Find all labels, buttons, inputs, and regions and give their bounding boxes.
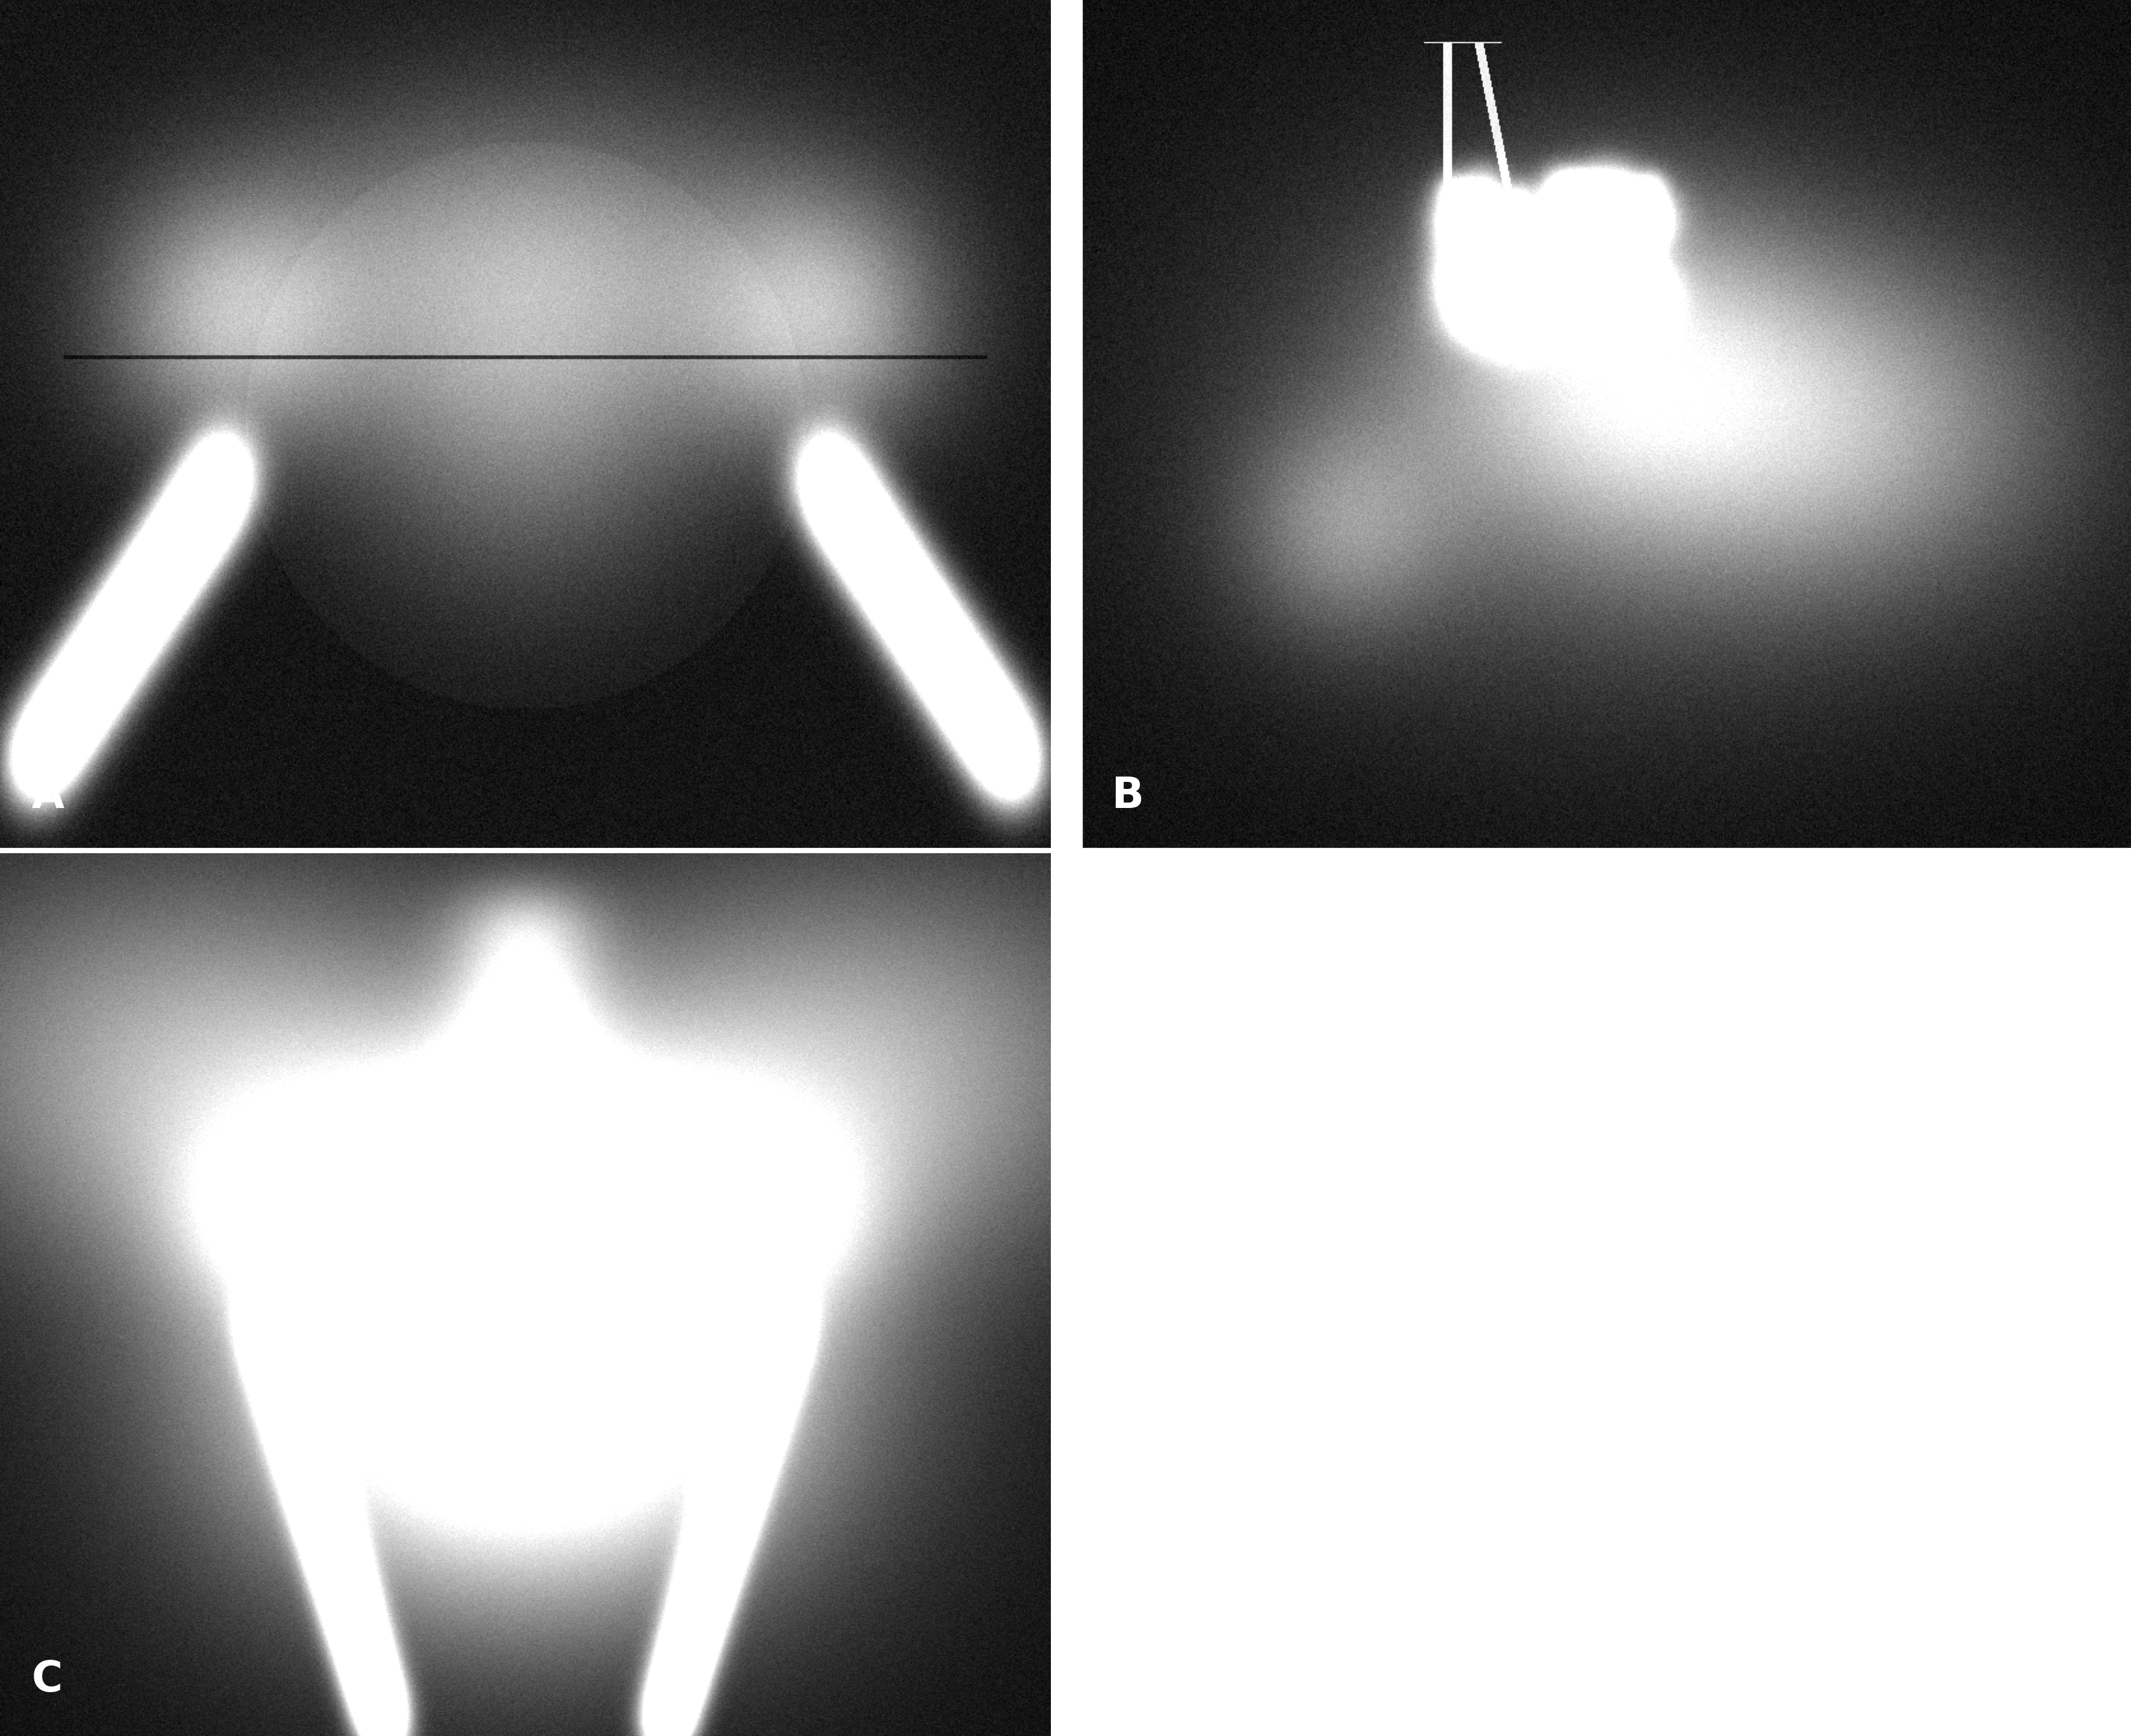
Text: C: C bbox=[32, 1658, 62, 1701]
Text: B: B bbox=[1112, 774, 1144, 816]
Text: A: A bbox=[32, 774, 64, 816]
